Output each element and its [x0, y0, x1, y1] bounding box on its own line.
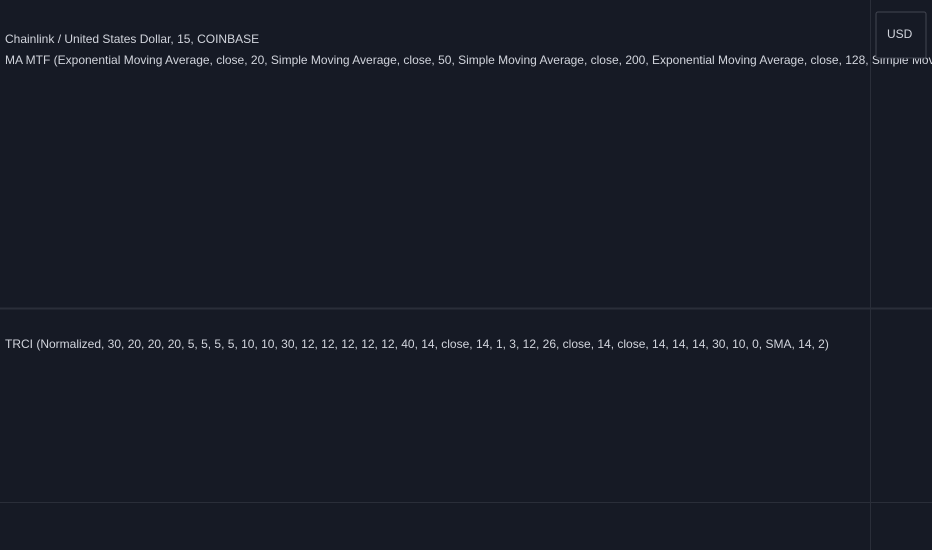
currency-label[interactable]: USD [887, 27, 913, 41]
currency-box[interactable] [875, 11, 927, 59]
indicator-legend: TRCI (Normalized, 30, 20, 20, 20, 5, 5, … [5, 337, 829, 351]
symbol-title: Chainlink / United States Dollar, 15, CO… [5, 32, 259, 46]
currency-button[interactable]: USD [875, 11, 927, 59]
ma-legend: MA MTF (Exponential Moving Average, clos… [5, 53, 932, 67]
